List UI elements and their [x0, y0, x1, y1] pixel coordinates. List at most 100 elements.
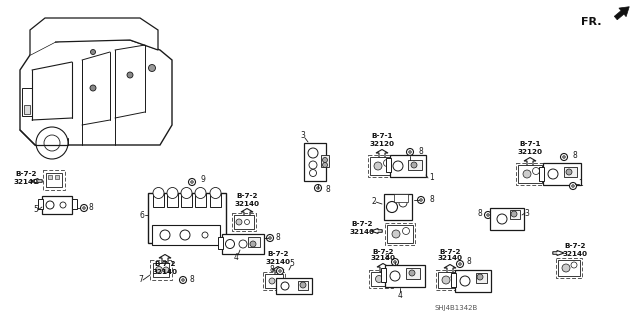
Text: 8: 8 — [385, 254, 389, 263]
Circle shape — [236, 219, 242, 225]
Circle shape — [276, 268, 284, 275]
Text: 4: 4 — [397, 291, 403, 300]
Circle shape — [511, 211, 517, 217]
Bar — [558, 260, 580, 276]
Circle shape — [182, 279, 184, 281]
Circle shape — [420, 199, 422, 201]
Circle shape — [561, 153, 568, 160]
Circle shape — [570, 182, 577, 189]
Text: B-7-2
32140: B-7-2 32140 — [371, 249, 396, 262]
Polygon shape — [444, 264, 456, 273]
Text: 5: 5 — [33, 205, 38, 214]
Text: 8: 8 — [88, 203, 93, 211]
Bar — [438, 272, 458, 288]
Circle shape — [323, 158, 328, 162]
Bar — [476, 273, 487, 283]
Bar — [167, 193, 178, 207]
Circle shape — [60, 202, 66, 208]
Bar — [394, 194, 408, 202]
Bar — [381, 268, 386, 282]
Circle shape — [392, 258, 399, 265]
Text: 8: 8 — [419, 146, 424, 155]
Bar — [72, 199, 77, 209]
Text: 8: 8 — [276, 233, 280, 241]
Bar — [390, 155, 426, 177]
Circle shape — [451, 274, 457, 280]
Bar — [43, 170, 65, 190]
Bar — [518, 165, 542, 183]
Text: 1: 1 — [429, 174, 435, 182]
Circle shape — [202, 232, 208, 238]
Polygon shape — [376, 150, 388, 158]
Bar — [42, 196, 72, 214]
Circle shape — [179, 277, 186, 284]
Polygon shape — [31, 179, 42, 183]
Circle shape — [189, 179, 195, 186]
Text: FR.: FR. — [582, 17, 602, 27]
Bar — [22, 88, 32, 116]
Circle shape — [417, 197, 424, 204]
Text: 4: 4 — [234, 253, 239, 262]
Bar — [181, 193, 192, 207]
Circle shape — [376, 276, 383, 283]
Circle shape — [571, 262, 577, 268]
Circle shape — [181, 188, 192, 198]
Bar — [543, 163, 581, 185]
Bar — [234, 215, 254, 229]
Circle shape — [281, 282, 289, 290]
Circle shape — [269, 237, 271, 239]
Bar — [148, 193, 226, 243]
Bar — [384, 194, 412, 220]
Polygon shape — [20, 38, 172, 145]
Circle shape — [310, 169, 317, 176]
Bar — [195, 193, 206, 207]
Bar — [298, 281, 308, 290]
Circle shape — [167, 188, 178, 198]
Bar — [46, 173, 62, 187]
Bar — [369, 270, 393, 288]
Circle shape — [309, 161, 317, 169]
Bar — [321, 155, 329, 167]
Bar — [564, 167, 577, 177]
Bar — [368, 155, 396, 177]
Circle shape — [374, 162, 382, 170]
Bar — [385, 265, 425, 287]
Bar — [436, 270, 460, 290]
Bar — [210, 193, 221, 207]
Bar — [304, 143, 326, 181]
Bar — [490, 208, 524, 230]
Polygon shape — [241, 209, 253, 217]
Bar — [222, 234, 264, 254]
Circle shape — [225, 240, 234, 249]
Bar — [408, 160, 422, 170]
Text: 2: 2 — [372, 197, 376, 206]
Text: 8: 8 — [326, 186, 330, 195]
Circle shape — [459, 263, 461, 265]
Circle shape — [83, 207, 85, 209]
Bar — [48, 175, 52, 179]
Text: B-7-2
32140: B-7-2 32140 — [563, 243, 588, 256]
Circle shape — [393, 161, 403, 171]
Circle shape — [81, 204, 88, 211]
Bar — [153, 263, 169, 277]
Text: B-7-1
32120: B-7-1 32120 — [369, 133, 394, 146]
Circle shape — [390, 271, 400, 281]
Bar — [385, 223, 415, 245]
Circle shape — [406, 149, 413, 155]
Bar — [406, 268, 420, 279]
Circle shape — [523, 170, 531, 178]
Text: 8: 8 — [429, 195, 435, 204]
Bar — [263, 272, 285, 290]
Bar — [55, 175, 59, 179]
Circle shape — [572, 185, 574, 187]
Circle shape — [314, 184, 321, 191]
Circle shape — [323, 162, 328, 167]
Circle shape — [456, 261, 463, 268]
Bar — [248, 237, 260, 247]
Polygon shape — [614, 7, 629, 20]
Bar — [386, 158, 391, 172]
Circle shape — [497, 214, 507, 224]
Bar — [153, 193, 164, 207]
Text: 8: 8 — [189, 275, 195, 284]
Circle shape — [46, 201, 54, 209]
